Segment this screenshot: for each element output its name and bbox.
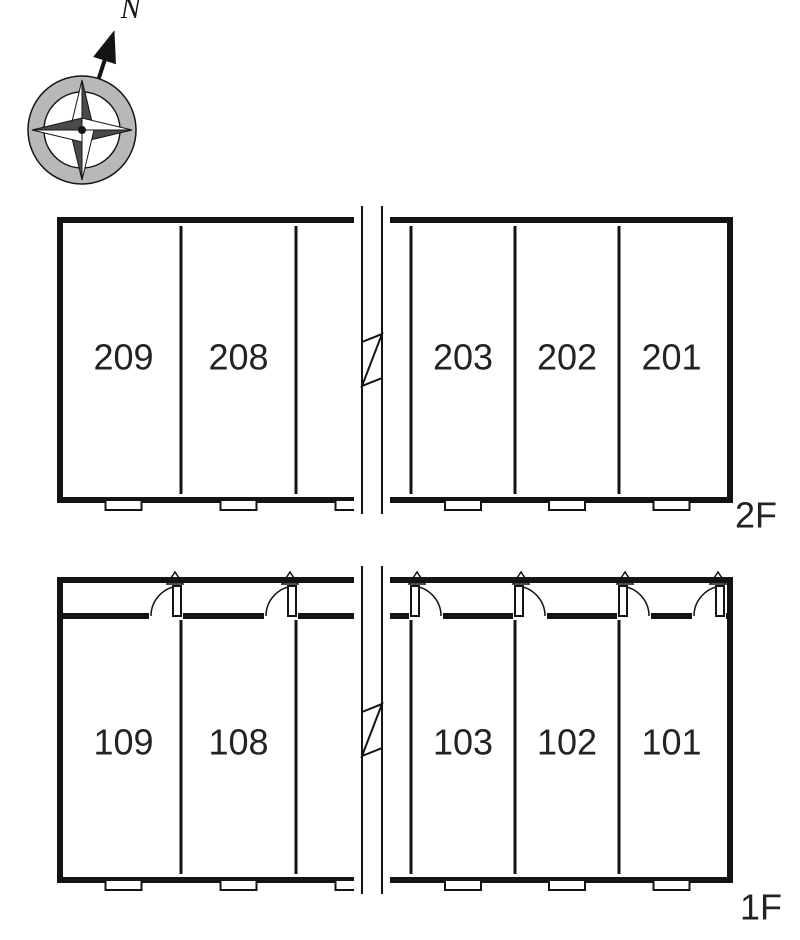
unit-label: 108: [208, 722, 268, 763]
floor-2F: 209 208 203 202 201 2F: [60, 206, 777, 536]
unit-label: 201: [641, 337, 701, 378]
unit-label: 101: [641, 722, 701, 763]
floor-1F: 109 108 103 102 101 1F: [60, 566, 782, 928]
unit-label: 109: [93, 722, 153, 763]
building-layout-diagram: N 209 208 203 202 201 2F 109 108 103 102 101 1F: [0, 0, 800, 940]
compass-rose-icon: N: [28, 0, 142, 184]
svg-text:N: N: [119, 0, 142, 25]
unit-label: 208: [208, 337, 268, 378]
floor-label: 2F: [735, 495, 777, 536]
floor-label: 1F: [740, 887, 782, 928]
unit-label: 202: [537, 337, 597, 378]
unit-label: 203: [433, 337, 493, 378]
unit-label: 103: [433, 722, 493, 763]
unit-label: 102: [537, 722, 597, 763]
floors-group: 209 208 203 202 201 2F 109 108 103 102 101 1F: [60, 206, 782, 928]
unit-label: 209: [93, 337, 153, 378]
